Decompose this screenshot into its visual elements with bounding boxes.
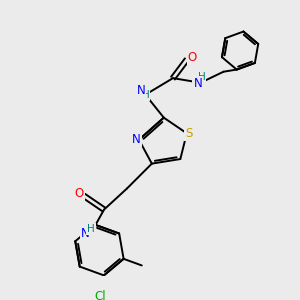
Text: H: H [198,72,206,82]
Text: O: O [188,51,197,64]
Text: N: N [136,84,145,97]
Text: H: H [142,90,149,100]
Text: N: N [132,133,141,146]
Text: N: N [194,77,202,90]
Text: O: O [75,188,84,200]
Text: N: N [81,227,90,240]
Text: Cl: Cl [94,290,106,300]
Text: S: S [185,127,192,140]
Text: H: H [87,224,95,234]
